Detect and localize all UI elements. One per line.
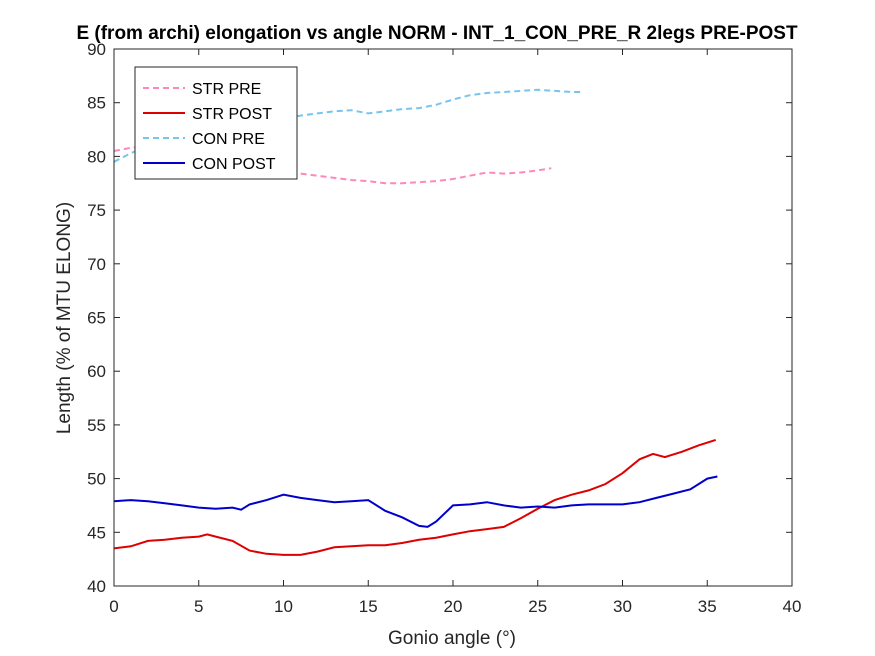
- x-tick-label: 15: [359, 597, 378, 616]
- x-axis: 0 5 10 15 20 25 30 35 40: [109, 49, 801, 616]
- chart-title: E (from archi) elongation vs angle NORM …: [76, 23, 797, 44]
- legend-label: STR POST: [192, 106, 272, 123]
- x-tick-label: 20: [444, 597, 463, 616]
- x-tick-label: 5: [194, 597, 203, 616]
- y-tick-label: 85: [87, 94, 106, 113]
- series-line-con-post: [113, 475, 718, 528]
- y-tick-label: 75: [87, 201, 106, 220]
- legend-label: CON PRE: [192, 131, 265, 148]
- x-tick-label: 30: [613, 597, 632, 616]
- y-tick-label: 80: [87, 147, 106, 166]
- y-tick-label: 55: [87, 416, 106, 435]
- y-tick-label: 60: [87, 362, 106, 381]
- y-tick-label: 45: [87, 523, 106, 542]
- legend-label: CON POST: [192, 156, 276, 173]
- legend: STR PRE STR POST CON PRE CON POST: [134, 66, 298, 180]
- y-axis: 40 45 50 55 60 65 70 75 80 85 90: [87, 40, 792, 596]
- x-axis-label: Gonio angle (°): [388, 628, 516, 649]
- x-tick-label: 10: [274, 597, 293, 616]
- y-tick-label: 40: [87, 577, 106, 596]
- y-tick-label: 90: [87, 40, 106, 59]
- x-tick-label: 40: [783, 597, 802, 616]
- x-tick-label: 0: [109, 597, 118, 616]
- x-tick-label: 35: [698, 597, 717, 616]
- y-axis-label: Length (% of MTU ELONG): [54, 202, 75, 434]
- legend-box: [134, 66, 298, 180]
- legend-label: STR PRE: [192, 81, 261, 98]
- series-line-str-post: [113, 438, 717, 556]
- x-tick-label: 25: [528, 597, 547, 616]
- y-tick-label: 50: [87, 470, 106, 489]
- y-tick-label: 65: [87, 309, 106, 328]
- y-tick-label: 70: [87, 255, 106, 274]
